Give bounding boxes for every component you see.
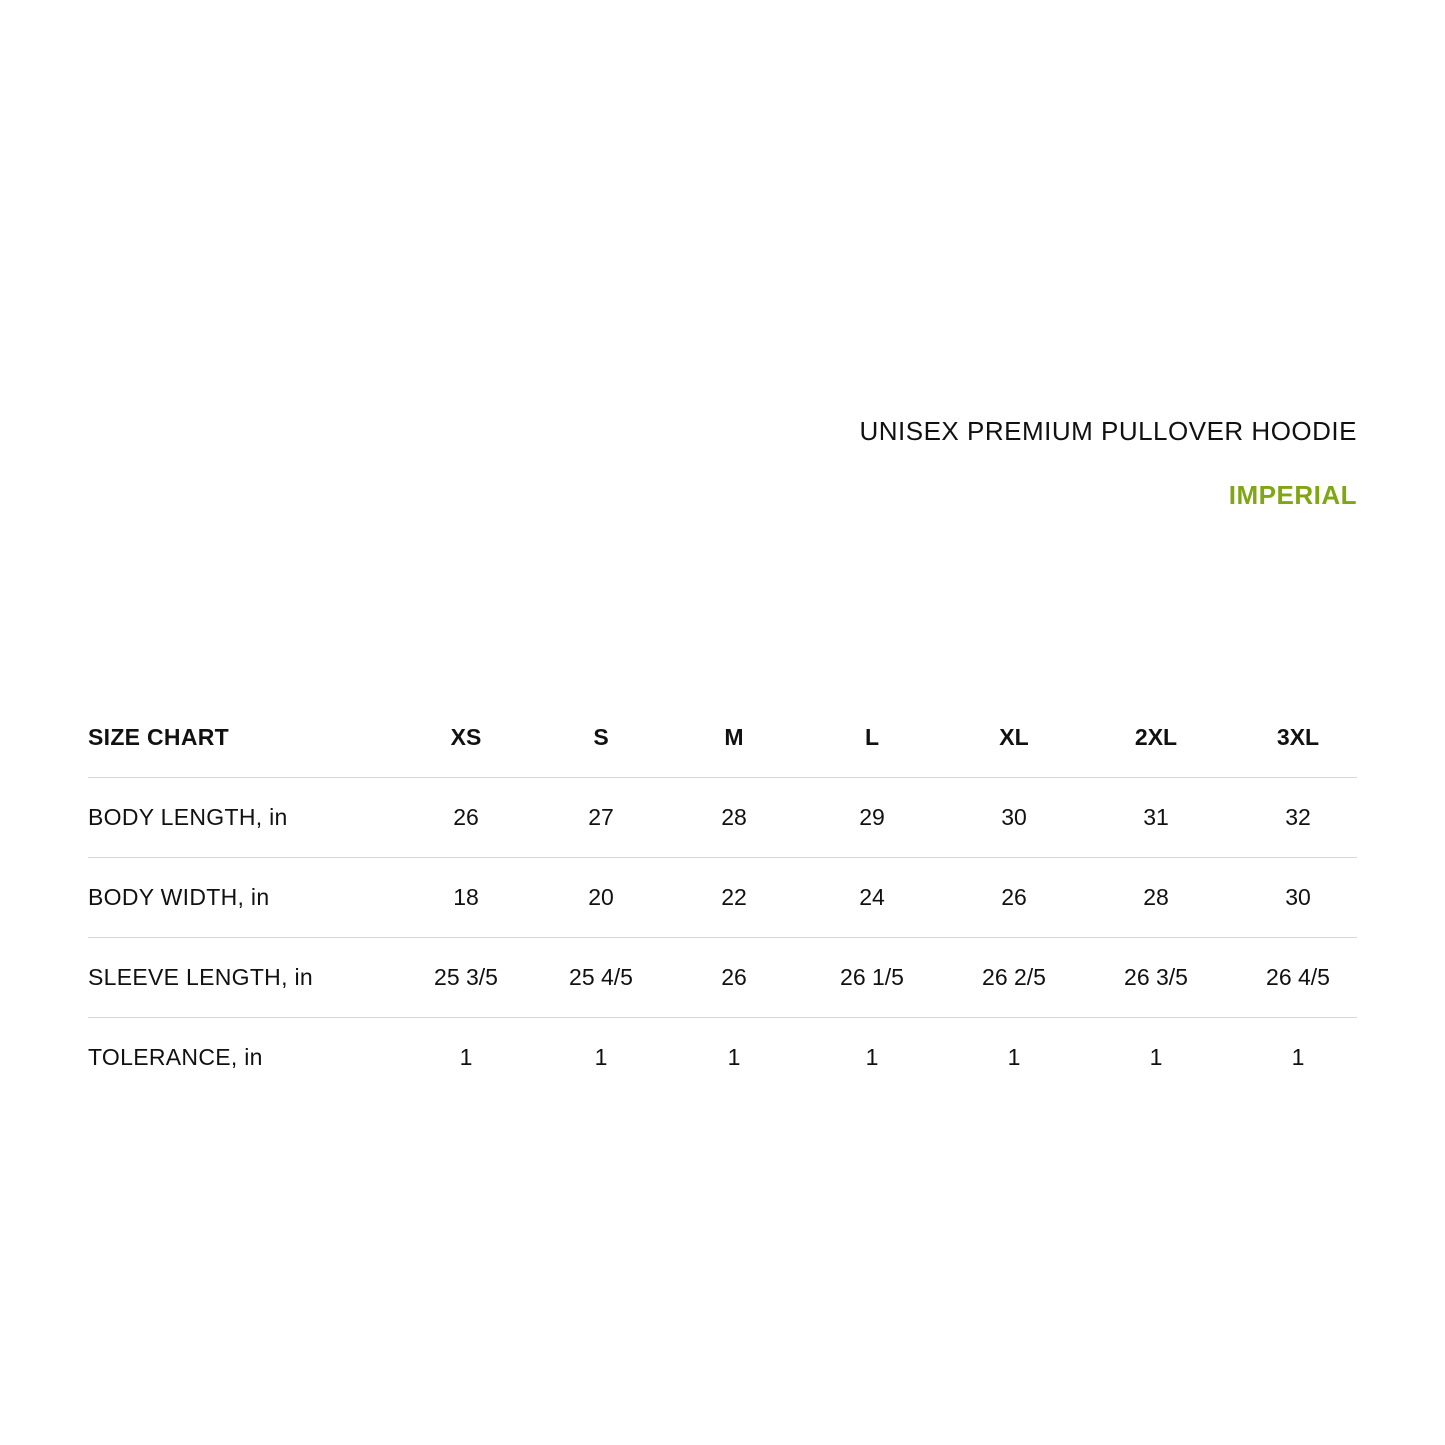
table-cell: 28 (1143, 884, 1169, 910)
table-header-row: SIZE CHART XS S M L XL 2XL 3XL (88, 698, 1357, 778)
table-cell: 20 (588, 884, 614, 910)
row-label: BODY LENGTH, in (88, 804, 288, 830)
table-cell: 1 (594, 1044, 608, 1070)
product-title: UNISEX PREMIUM PULLOVER HOODIE (859, 416, 1357, 446)
table-cell: 26 (721, 964, 747, 990)
table-row: BODY LENGTH, in 26 27 28 29 30 31 32 (88, 778, 1357, 858)
unit-system-label: IMPERIAL (1228, 480, 1357, 510)
table-cell: 22 (721, 884, 747, 910)
table-cell: 26 3/5 (1124, 964, 1188, 990)
table-row: TOLERANCE, in 1 1 1 1 1 1 1 (88, 1018, 1357, 1097)
table-cell: 1 (459, 1044, 473, 1070)
table-cell: 1 (1291, 1044, 1305, 1070)
table-cell: 29 (859, 804, 885, 830)
table-cell: 1 (727, 1044, 741, 1070)
size-header: M (724, 724, 744, 750)
table-cell: 32 (1285, 804, 1311, 830)
size-header: XL (999, 724, 1029, 750)
table-cell: 26 (453, 804, 479, 830)
table-cell: 30 (1001, 804, 1027, 830)
table-cell: 30 (1285, 884, 1311, 910)
table-cell: 1 (865, 1044, 879, 1070)
table-cell: 26 2/5 (982, 964, 1046, 990)
row-label: SLEEVE LENGTH, in (88, 964, 313, 990)
table-cell: 26 4/5 (1266, 964, 1330, 990)
table-cell: 25 4/5 (569, 964, 633, 990)
size-header: XS (450, 724, 482, 750)
table-cell: 26 1/5 (840, 964, 904, 990)
table-cell: 27 (588, 804, 614, 830)
size-header: S (593, 724, 609, 750)
table-cell: 26 (1001, 884, 1027, 910)
table-cell: 28 (721, 804, 747, 830)
size-header: L (864, 724, 880, 750)
size-header: 3XL (1276, 724, 1320, 750)
table-cell: 24 (859, 884, 885, 910)
header-label: SIZE CHART (88, 724, 229, 750)
size-header: 2XL (1134, 724, 1178, 750)
table-cell: 1 (1007, 1044, 1021, 1070)
table-cell: 25 3/5 (434, 964, 498, 990)
table-row: BODY WIDTH, in 18 20 22 24 26 28 30 (88, 858, 1357, 938)
table-cell: 1 (1149, 1044, 1163, 1070)
table-row: SLEEVE LENGTH, in 25 3/5 25 4/5 26 26 1/5 26 … (88, 938, 1357, 1018)
row-label: TOLERANCE, in (88, 1044, 263, 1070)
table-cell: 18 (453, 884, 479, 910)
table-cell: 31 (1143, 804, 1169, 830)
size-chart-table: SIZE CHART XS S M L XL 2XL 3XL BODY LENGTH, in… (88, 698, 1357, 1097)
row-label: BODY WIDTH, in (88, 884, 270, 910)
